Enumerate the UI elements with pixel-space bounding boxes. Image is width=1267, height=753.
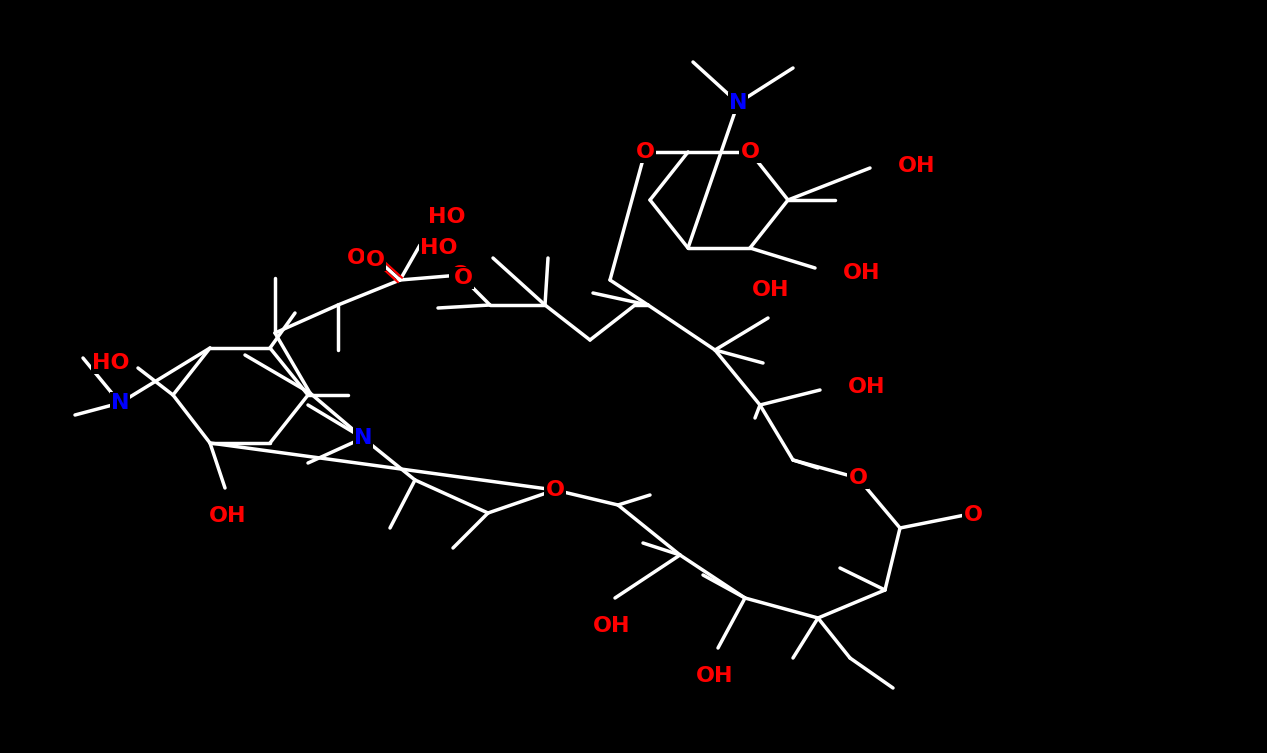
Text: OH: OH (209, 506, 247, 526)
Text: OH: OH (593, 616, 631, 636)
Text: O: O (365, 250, 384, 270)
Text: OH: OH (753, 280, 789, 300)
Text: N: N (110, 393, 129, 413)
Text: O: O (546, 480, 565, 500)
Text: O: O (636, 142, 655, 162)
Text: OH: OH (697, 666, 734, 686)
Text: O: O (740, 142, 759, 162)
Text: HO: HO (419, 238, 457, 258)
Text: OH: OH (843, 263, 881, 283)
Text: O: O (849, 468, 868, 488)
Text: N: N (729, 93, 748, 113)
Text: O: O (454, 268, 473, 288)
Text: O: O (347, 248, 366, 268)
Text: OH: OH (848, 377, 886, 397)
Text: N: N (353, 428, 372, 448)
Text: O: O (963, 505, 982, 525)
Text: HO: HO (428, 207, 465, 227)
Text: HO: HO (92, 353, 131, 373)
Text: OH: OH (898, 156, 935, 176)
Text: O: O (451, 265, 470, 285)
